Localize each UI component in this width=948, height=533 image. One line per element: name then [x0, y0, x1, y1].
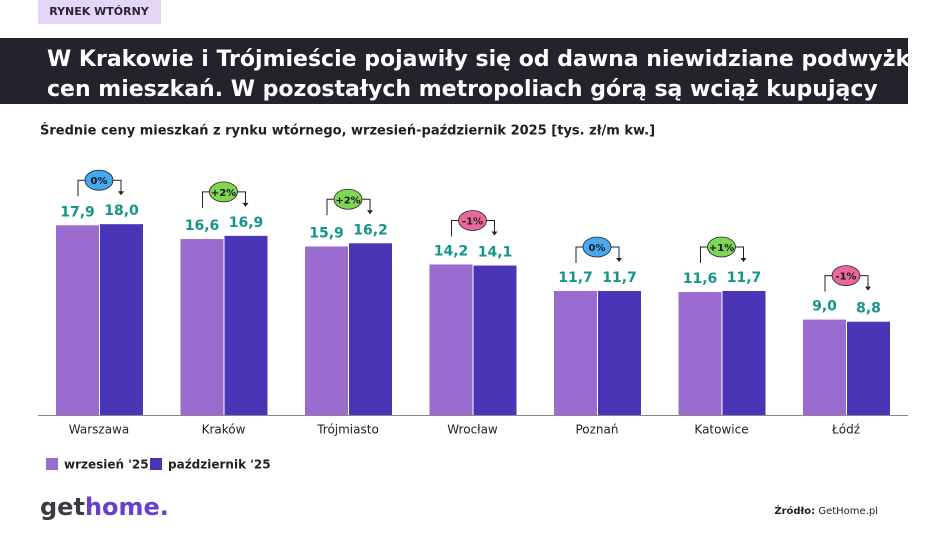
change-label: +2% — [335, 195, 360, 206]
bar — [803, 319, 846, 415]
headline-bg — [0, 38, 908, 104]
change-arrow — [118, 191, 124, 196]
legend-swatch — [46, 458, 58, 470]
value-label: 11,7 — [558, 270, 593, 286]
bar — [56, 225, 99, 415]
change-arrow — [242, 202, 249, 207]
source: Źródło: GetHome.pl — [774, 504, 878, 517]
plot: Warszawa 17,9 18,0 0% Kraków 16,6 16,9 +2% Trójm… — [46, 169, 890, 472]
change-badge — [707, 236, 736, 258]
value-label: 8,8 — [856, 301, 881, 317]
change-badge — [84, 169, 114, 191]
headline: cen mieszkań. W pozostałych metropoliach… — [47, 77, 878, 102]
bar — [473, 265, 517, 415]
value-label: 9,0 — [812, 299, 837, 315]
change-label: -1% — [835, 272, 856, 283]
legend-label: wrzesień '25 — [64, 458, 149, 472]
tag: RYNEK WTÓRNY — [49, 5, 150, 18]
bar — [305, 246, 348, 415]
change-badge — [458, 210, 487, 231]
change-badge — [831, 265, 861, 287]
x-tick-label: Łódź — [831, 423, 860, 437]
change-arrow — [616, 257, 622, 262]
change-arrow — [491, 231, 498, 236]
value-label: 16,2 — [353, 222, 388, 238]
bar — [722, 290, 766, 415]
legend-swatch — [150, 458, 162, 470]
change-label: +1% — [709, 243, 734, 254]
value-label: 18,0 — [104, 203, 139, 219]
value-label: 15,9 — [309, 225, 344, 241]
x-tick-label: Wrocław — [447, 423, 498, 437]
bar — [180, 239, 224, 415]
tag-bg — [38, 0, 161, 24]
value-label: 11,6 — [683, 271, 718, 287]
bar — [100, 224, 143, 415]
x-tick-label: Katowice — [694, 423, 748, 437]
change-badge — [209, 181, 238, 203]
change-label: 0% — [91, 176, 108, 187]
value-label: 16,6 — [185, 218, 220, 234]
bar — [554, 290, 597, 415]
value-label: 16,9 — [229, 215, 264, 231]
change-label: +2% — [211, 188, 236, 199]
bar — [678, 292, 722, 415]
change-label: 0% — [589, 243, 606, 254]
bar — [429, 264, 473, 415]
value-label: 11,7 — [602, 270, 637, 286]
bar — [598, 290, 641, 415]
value-label: 14,2 — [434, 243, 469, 259]
headline: W Krakowie i Trójmieście pojawiły się od… — [47, 47, 918, 72]
bar — [847, 321, 890, 415]
x-tick-label: Poznań — [575, 423, 618, 437]
change-label: -1% — [462, 216, 483, 227]
x-tick-label: Kraków — [202, 423, 246, 437]
change-arrow — [865, 286, 871, 291]
value-label: 11,7 — [727, 270, 762, 286]
change-badge — [333, 188, 363, 210]
logo: gethome. — [40, 493, 169, 521]
value-label: 17,9 — [60, 204, 95, 220]
change-badge — [582, 236, 612, 258]
change-arrow — [367, 210, 373, 215]
x-tick-label: Warszawa — [69, 423, 129, 437]
chart-title: Średnie ceny mieszkań z rynku wtórnego, … — [40, 123, 655, 139]
value-label: 14,1 — [478, 245, 513, 261]
bar — [224, 235, 268, 415]
change-arrow — [740, 257, 747, 262]
legend-label: październik '25 — [168, 458, 271, 472]
bar — [349, 243, 392, 415]
x-tick-label: Trójmiasto — [316, 423, 379, 437]
